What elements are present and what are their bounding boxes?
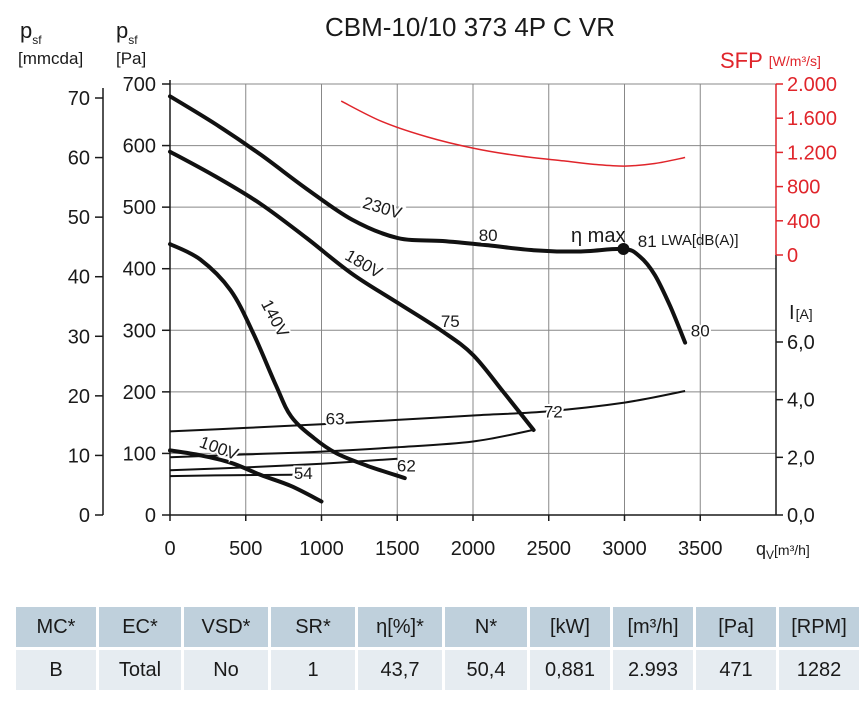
sound-level-label: 80	[691, 321, 710, 340]
voltage-label-180v: 180V	[342, 246, 386, 283]
header-flow: [m³/h]	[611, 607, 696, 649]
current-tick-label: 6,0	[787, 332, 815, 354]
sound-level-label: 81	[638, 232, 657, 251]
sfp-tick-label: 2.000	[787, 74, 837, 96]
pa-tick-label: 400	[123, 259, 156, 281]
x-tick-label: 0	[164, 538, 175, 560]
header-mc: MC*	[16, 607, 99, 649]
pa-tick-label: 0	[145, 505, 156, 527]
sfp-tick-label: 400	[787, 211, 820, 233]
current-tick-label: 4,0	[787, 390, 815, 412]
spec-table-header-row: MC* EC* VSD* SR* η[%]* N* [kW] [m³/h] [P…	[16, 607, 862, 649]
pressure-curve-230v	[168, 94, 688, 345]
value-mc: B	[16, 647, 99, 690]
mmcda-tick-label: 0	[79, 505, 90, 527]
sound-level-label: 54	[294, 464, 313, 483]
current-curve-100v	[169, 473, 307, 478]
mmcda-tick-label: 50	[68, 207, 90, 229]
value-efficiency: 43,7	[356, 647, 445, 690]
voltage-label-230v: 230V	[360, 193, 404, 223]
sound-level-label: 63	[326, 409, 345, 428]
current-curve-230v	[169, 390, 686, 433]
spec-table-value-row: B Total No 1 43,7 50,4 0,881 2.993 471 1…	[16, 647, 862, 690]
pressure-curve-140v	[168, 242, 407, 481]
x-tick-label: 1000	[299, 538, 344, 560]
current-tick-label: 0,0	[787, 505, 815, 527]
value-flow: 2.993	[611, 647, 696, 690]
chart-curves	[168, 94, 688, 504]
sound-unit-label: LWA[dB(A)]	[661, 232, 739, 249]
fan-spec-table: MC* EC* VSD* SR* η[%]* N* [kW] [m³/h] [P…	[16, 607, 862, 690]
pa-tick-label: 500	[123, 197, 156, 219]
mmcda-axis-title: psf	[20, 18, 42, 47]
value-pa: 471	[694, 647, 779, 690]
pa-axis-unit: [Pa]	[116, 49, 146, 68]
header-ec: EC*	[97, 607, 184, 649]
mmcda-axis-unit: [mmcda]	[18, 49, 83, 68]
value-ec: Total	[97, 647, 184, 690]
sfp-tick-label: 1.600	[787, 108, 837, 130]
pa-tick-label: 600	[123, 136, 156, 158]
header-efficiency: η[%]*	[356, 607, 445, 649]
header-kw: [kW]	[528, 607, 613, 649]
value-rpm: 1282	[777, 647, 862, 690]
sfp-tick-label: 0	[787, 245, 798, 267]
chart-grid	[170, 83, 776, 515]
x-tick-label: 500	[229, 538, 262, 560]
mmcda-tick-label: 10	[68, 445, 90, 467]
current-tick-label: 2,0	[787, 447, 815, 469]
sound-level-label: 62	[397, 457, 416, 476]
x-tick-label: 3000	[602, 538, 647, 560]
x-tick-label: 2500	[527, 538, 572, 560]
mmcda-tick-label: 30	[68, 326, 90, 348]
sound-level-label: 72	[544, 403, 563, 422]
pressure-curve-180v	[168, 149, 536, 432]
x-tick-label: 2000	[451, 538, 496, 560]
fan-performance-chart: CBM-10/10 373 4P C VR psf [mmcda] psf [P…	[18, 12, 837, 562]
header-n: N*	[443, 607, 530, 649]
value-n: 50,4	[443, 647, 530, 690]
pa-tick-label: 300	[123, 320, 156, 342]
header-vsd: VSD*	[182, 607, 271, 649]
value-vsd: No	[182, 647, 271, 690]
voltage-label-140v: 140V	[257, 296, 293, 341]
x-tick-label: 1500	[375, 538, 420, 560]
sfp-tick-label: 1.200	[787, 142, 837, 164]
value-sr: 1	[269, 647, 358, 690]
header-pa: [Pa]	[694, 607, 779, 649]
chart-title: CBM-10/10 373 4P C VR	[325, 12, 615, 42]
pressure-curve-100v	[168, 448, 324, 504]
pa-tick-label: 700	[123, 74, 156, 96]
mmcda-tick-label: 40	[68, 267, 90, 289]
sfp-curve	[340, 100, 686, 167]
sfp-axis-title: SFP [W/m³/s]	[720, 48, 821, 73]
current-axis-title: I[A]	[789, 302, 813, 324]
value-kw: 0,881	[528, 647, 613, 690]
x-axis-title: qV[m³/h]	[756, 539, 810, 562]
pa-axis-title: psf	[116, 18, 138, 47]
current-curve-140v	[169, 457, 398, 472]
operating-point-marker	[617, 243, 630, 256]
x-tick-label: 3500	[678, 538, 723, 560]
pa-tick-label: 200	[123, 382, 156, 404]
operating-point-label: η max	[571, 225, 625, 247]
sound-level-label: 75	[441, 312, 460, 331]
mmcda-tick-label: 70	[68, 88, 90, 110]
pa-tick-label: 100	[123, 443, 156, 465]
sound-level-label: 80	[479, 226, 498, 245]
header-sr: SR*	[269, 607, 358, 649]
mmcda-tick-label: 20	[68, 386, 90, 408]
mmcda-tick-label: 60	[68, 148, 90, 170]
sfp-tick-label: 800	[787, 177, 820, 199]
header-rpm: [RPM]	[777, 607, 862, 649]
current-curve-180v	[169, 428, 534, 459]
